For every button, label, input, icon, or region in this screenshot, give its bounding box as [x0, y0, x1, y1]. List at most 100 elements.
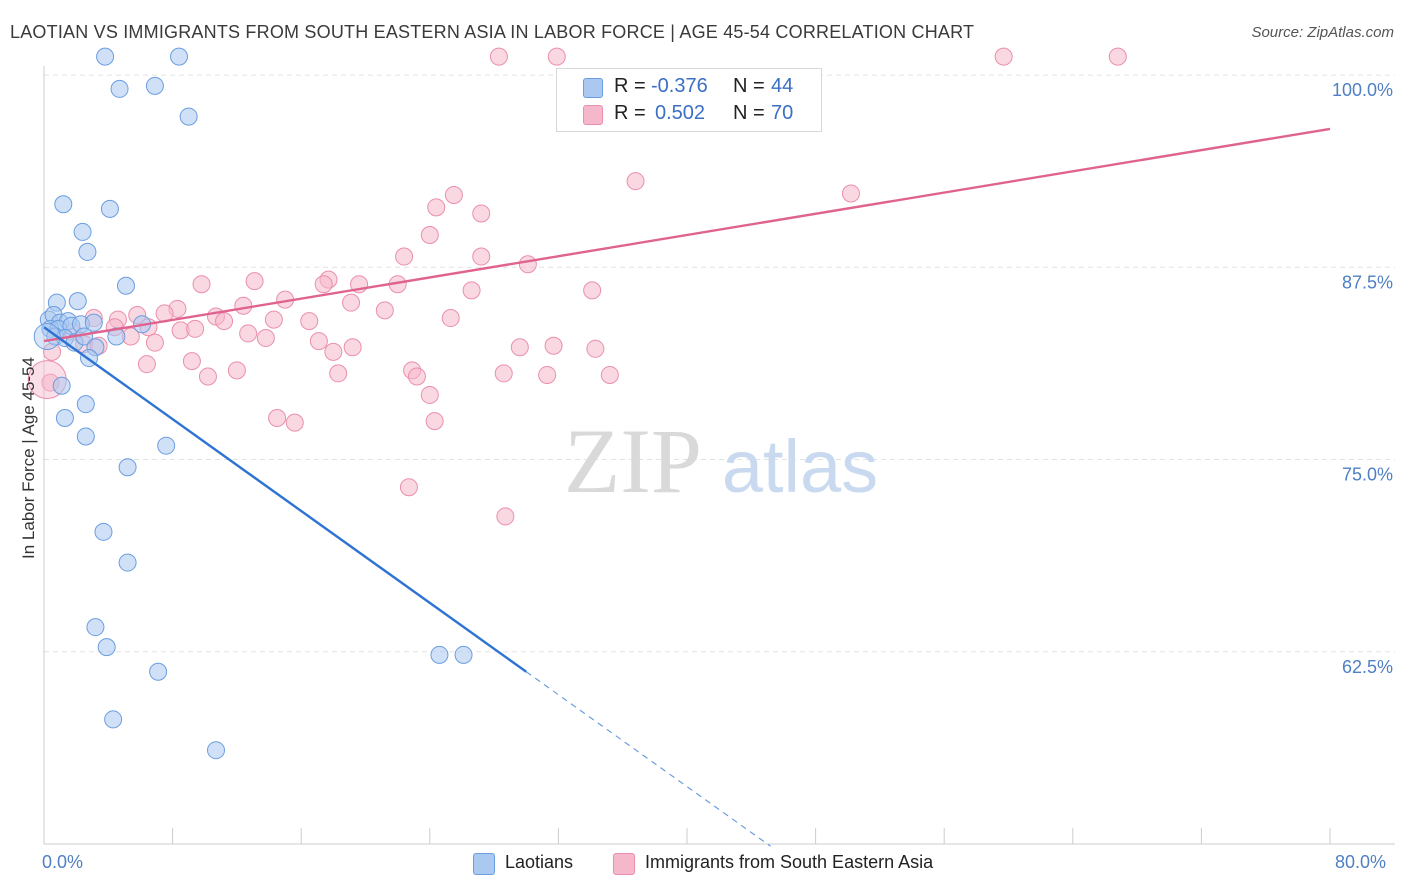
immigrants-point	[343, 338, 362, 357]
laotians-point	[207, 741, 226, 760]
immigrants-point	[427, 198, 446, 217]
laotians-point	[170, 47, 189, 66]
legend-swatch-pink	[583, 105, 603, 125]
immigrants-point	[441, 309, 460, 328]
immigrants-point	[538, 365, 557, 384]
immigrants-point	[444, 186, 463, 205]
immigrants-point	[518, 255, 537, 274]
trend-lines	[43, 127, 1331, 847]
series-laotians-points	[33, 47, 473, 760]
immigrants-point	[215, 312, 234, 331]
laotians-point	[179, 107, 198, 126]
axes	[43, 66, 1395, 845]
r-value: -0.376	[651, 75, 708, 97]
immigrants-point	[324, 342, 343, 361]
immigrants-point	[1108, 47, 1127, 66]
laotians-point	[430, 645, 449, 664]
immigrants-point	[192, 275, 211, 294]
trend-line-immigrants	[43, 127, 1331, 343]
immigrants-point	[841, 184, 860, 203]
watermark-zip: ZIP	[564, 410, 702, 512]
immigrants-point	[462, 281, 481, 300]
immigrants-point	[285, 413, 304, 432]
immigrants-point	[494, 364, 513, 383]
immigrants-point	[309, 332, 328, 351]
y-tick-label: 75.0%	[1342, 465, 1393, 485]
r-label: R =	[614, 102, 646, 124]
immigrants-point	[496, 507, 515, 526]
legend-label: Immigrants from South Eastern Asia	[645, 852, 934, 872]
x-tick-label-max: 80.0%	[1335, 852, 1387, 872]
laotians-point	[78, 242, 97, 261]
x-tick-label-min: 0.0%	[42, 852, 84, 872]
laotians-point	[104, 710, 123, 729]
immigrants-point	[399, 478, 418, 497]
chart-title: LAOTIAN VS IMMIGRANTS FROM SOUTH EASTERN…	[10, 22, 975, 42]
n-label: N =	[733, 75, 765, 97]
immigrants-point	[227, 361, 246, 380]
laotians-point	[55, 409, 74, 428]
immigrants-point	[626, 172, 645, 191]
immigrants-point	[489, 47, 508, 66]
legend-swatch-blue	[473, 853, 495, 875]
series-immigrants-points	[27, 47, 1127, 526]
immigrants-point	[375, 301, 394, 320]
y-tick-label: 100.0%	[1332, 80, 1393, 100]
y-tick-label: 62.5%	[1342, 657, 1393, 677]
immigrants-point	[182, 352, 201, 371]
laotians-point	[52, 376, 71, 395]
immigrants-point	[186, 319, 205, 338]
laotians-point	[76, 427, 95, 446]
trend-line-laotians-extension	[525, 671, 771, 847]
immigrants-point	[547, 47, 566, 66]
laotians-point	[68, 292, 87, 311]
n-value: 70	[771, 102, 794, 124]
immigrants-point	[314, 275, 333, 294]
laotians-point-cluster	[33, 323, 61, 351]
watermark-atlas: atlas	[722, 425, 878, 508]
laotians-point	[84, 313, 103, 332]
n-label: N =	[733, 102, 765, 124]
laotians-point	[97, 638, 116, 657]
immigrants-point	[425, 412, 444, 431]
laotians-point	[110, 79, 129, 98]
laotians-point	[100, 199, 119, 218]
laotians-point	[116, 276, 135, 295]
immigrants-point	[395, 247, 414, 266]
immigrants-point	[342, 293, 361, 312]
legend-swatch-blue	[583, 78, 603, 98]
r-value: 0.502	[655, 102, 706, 124]
immigrants-point	[245, 272, 264, 291]
n-value: 44	[771, 75, 794, 97]
legend-stats: R = -0.376 N = 44 R = 0.502 N = 70	[556, 68, 822, 132]
immigrants-point	[268, 409, 287, 428]
immigrants-point	[145, 333, 164, 352]
immigrants-point	[264, 310, 283, 329]
immigrants-point	[600, 365, 619, 384]
immigrants-point	[234, 296, 253, 315]
immigrants-point	[329, 364, 348, 383]
laotians-point	[76, 395, 95, 414]
laotians-point	[149, 662, 168, 681]
y-tick-labels: 62.5% 75.0% 87.5% 100.0%	[1332, 80, 1393, 677]
laotians-point	[96, 47, 115, 66]
laotians-point	[145, 76, 164, 95]
immigrants-point	[586, 339, 605, 358]
immigrants-point	[472, 247, 491, 266]
laotians-point	[454, 645, 473, 664]
immigrants-point	[994, 47, 1013, 66]
laotians-point	[86, 618, 105, 637]
legend-series: Laotians Immigrants from South Eastern A…	[0, 852, 1406, 878]
gridlines	[44, 74, 1395, 653]
watermark: ZIP atlas	[564, 410, 878, 512]
immigrants-point	[137, 355, 156, 374]
immigrants-point	[239, 324, 258, 343]
immigrants-point	[256, 329, 275, 348]
immigrants-point	[510, 338, 529, 357]
legend-swatch-pink	[613, 853, 635, 875]
immigrants-point	[420, 226, 439, 245]
laotians-point	[73, 222, 92, 241]
immigrants-point	[420, 385, 439, 404]
immigrants-point	[544, 336, 563, 355]
